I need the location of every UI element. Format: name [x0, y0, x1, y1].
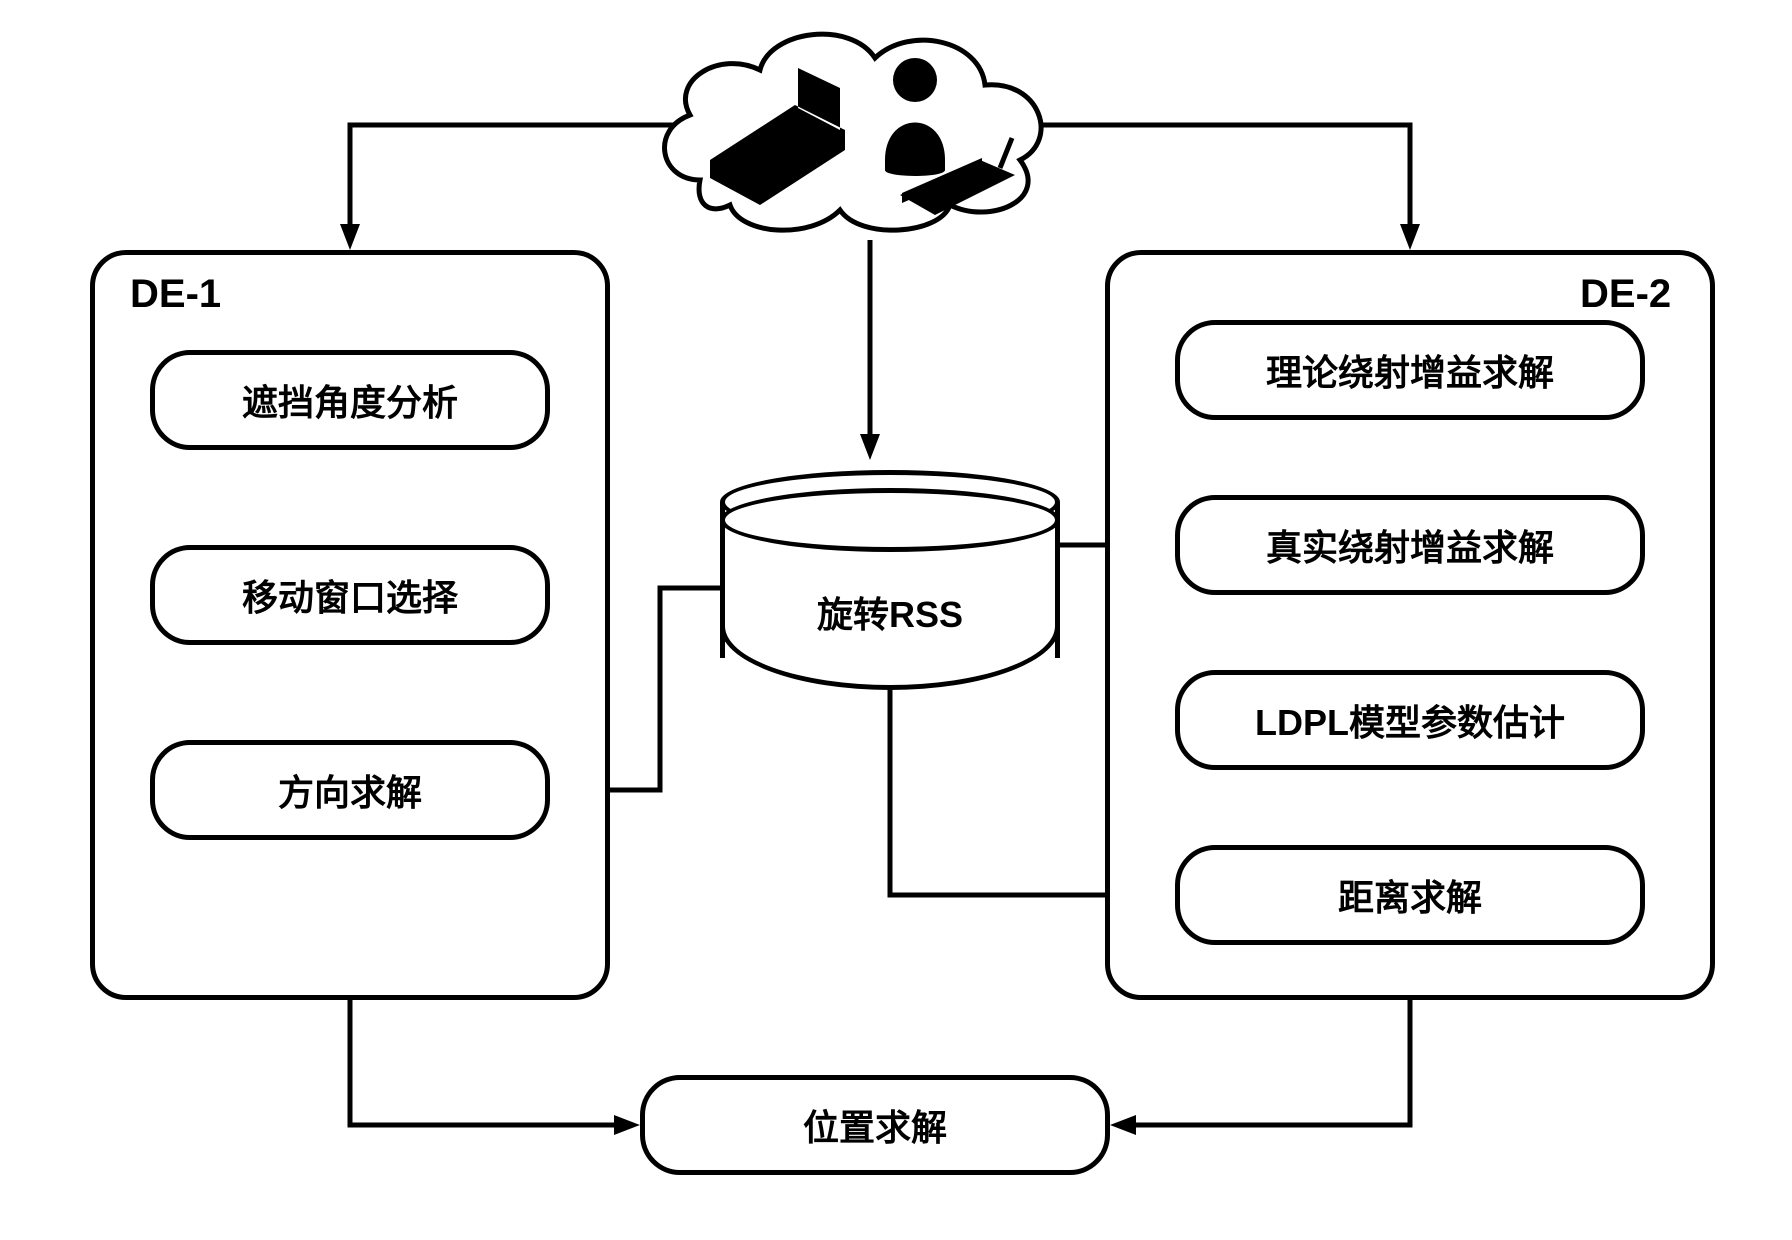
- de2-box-real-gain: 真实绕射增益求解: [1175, 495, 1645, 595]
- box-label: 移动窗口选择: [242, 569, 458, 621]
- box-label: 真实绕射增益求解: [1266, 519, 1554, 571]
- box-label: 理论绕射增益求解: [1266, 344, 1554, 396]
- de2-box-theory-gain: 理论绕射增益求解: [1175, 320, 1645, 420]
- box-label: LDPL模型参数估计: [1255, 694, 1565, 746]
- de1-box-direction-solve: 方向求解: [150, 740, 550, 840]
- de2-box-distance-solve: 距离求解: [1175, 845, 1645, 945]
- de2-label: DE-2: [1580, 272, 1671, 317]
- devices-cloud-icon: [640, 10, 1070, 240]
- box-label: 遮挡角度分析: [242, 374, 458, 426]
- box-label: 方向求解: [278, 764, 422, 816]
- cylinder-label: 旋转RSS: [720, 586, 1060, 638]
- box-label: 位置求解: [803, 1099, 947, 1151]
- de2-box-ldpl: LDPL模型参数估计: [1175, 670, 1645, 770]
- box-label: 距离求解: [1338, 869, 1482, 921]
- de1-box-window-select: 移动窗口选择: [150, 545, 550, 645]
- rss-datastore: 旋转RSS: [720, 470, 1060, 690]
- de1-box-occlusion-angle: 遮挡角度分析: [150, 350, 550, 450]
- de1-label: DE-1: [130, 272, 221, 317]
- flowchart-canvas: DE-1 DE-2 遮挡角度分析 移动窗口选择 方向求解 理论绕射增益求解 真实…: [0, 0, 1792, 1240]
- result-box-position: 位置求解: [640, 1075, 1110, 1175]
